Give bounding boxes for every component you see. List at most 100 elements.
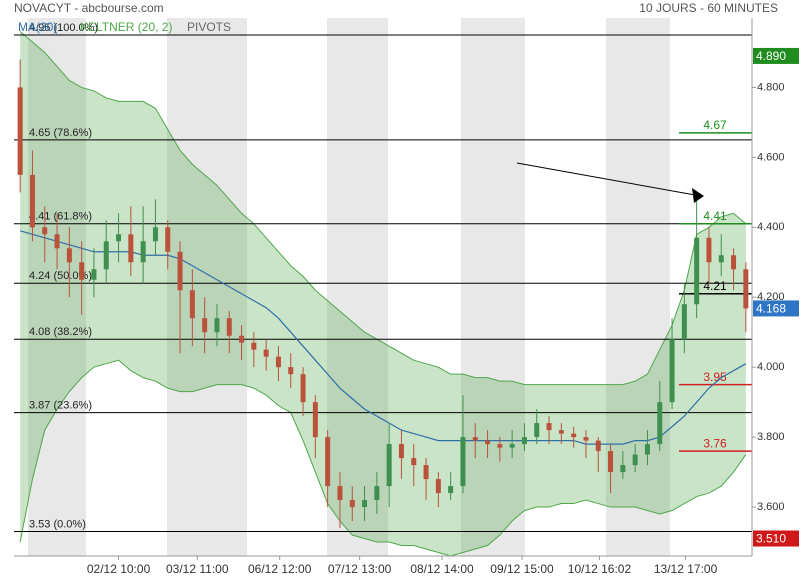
candle-body: [558, 430, 564, 434]
x-tick-label: 13/12 17:00: [654, 562, 718, 576]
candle-body: [177, 251, 183, 291]
candle-body: [497, 444, 503, 448]
candle-body: [681, 304, 687, 340]
candle-body: [17, 87, 23, 175]
x-tick-label: 03/12 11:00: [166, 562, 229, 576]
candle-body: [411, 458, 417, 466]
candle-body: [362, 500, 368, 508]
y-tick-label: 3.600: [757, 501, 785, 513]
candle-body: [509, 444, 515, 448]
fib-label: 3.87 (23.6%): [29, 400, 92, 412]
pivot-label: 3.95: [703, 370, 727, 384]
candle-body: [620, 465, 626, 473]
candle-body: [435, 479, 441, 494]
day-band: [327, 18, 388, 556]
candle-body: [288, 367, 294, 375]
pivot-label: 3.76: [703, 436, 727, 450]
candle-body: [534, 423, 540, 438]
candle-body: [337, 486, 343, 501]
y-tick-label: 4.400: [757, 221, 785, 233]
keltner-lower: [19, 359, 747, 557]
candle-body: [42, 227, 48, 235]
candle-body: [521, 437, 527, 445]
candle-body: [140, 241, 146, 263]
fib-label: 3.53 (0.0%): [29, 518, 86, 530]
candle-body: [731, 255, 737, 270]
y-tick-label: 4.200: [757, 291, 785, 303]
candle-body: [595, 440, 601, 452]
candle-body: [29, 174, 35, 228]
x-tick-label: 10/12 16:02: [568, 562, 632, 576]
candle-body: [718, 255, 724, 263]
pivot-label: 4.67: [703, 118, 727, 132]
candle-body: [103, 241, 109, 270]
candle-body: [202, 318, 208, 333]
candle-body: [546, 423, 552, 431]
candle-body: [325, 437, 331, 487]
candle-body: [189, 290, 195, 319]
candle-body: [349, 500, 355, 508]
candle-body: [251, 342, 257, 350]
day-band: [461, 18, 525, 556]
price-label-box: [753, 530, 799, 547]
candle-body: [743, 269, 749, 309]
keltner-fill: [20, 31, 746, 557]
fib-label: 4.08 (38.2%): [29, 326, 92, 338]
price-label-box: [753, 300, 799, 317]
candle-body: [583, 437, 589, 441]
y-tick-label: 4.600: [757, 151, 785, 163]
y-tick-label: 4.000: [757, 361, 785, 373]
candle-body: [571, 433, 577, 438]
fib-label: 4.24 (50.0%): [29, 270, 92, 282]
candle-body: [706, 237, 712, 263]
annotation-arrow: [516, 162, 696, 196]
legend-ma: MA(30): [18, 20, 57, 34]
candle-body: [669, 339, 675, 403]
chart-subtitle: 10 JOURS - 60 MINUTES: [639, 1, 778, 15]
day-shading: [28, 18, 670, 556]
y-tick-label: 4.800: [757, 81, 785, 93]
price-label: 4.168: [756, 302, 786, 316]
candle-body: [165, 227, 171, 252]
keltner-upper: [19, 31, 747, 386]
y-tick-label: 3.800: [757, 431, 785, 443]
x-tick-label: 08/12 14:00: [410, 562, 474, 576]
price-label: 4.890: [756, 49, 786, 63]
candle-body: [79, 262, 85, 280]
pivot-label: 4.41: [703, 209, 727, 223]
candle-body: [632, 454, 638, 466]
candles-layer: [17, 59, 749, 529]
pivot-label: 4.21: [703, 279, 727, 293]
candle-body: [694, 237, 700, 305]
x-tick-label: 02/12 10:00: [87, 562, 151, 576]
candle-body: [386, 444, 392, 487]
candle-body: [226, 318, 232, 336]
candle-body: [657, 402, 663, 445]
candle-body: [91, 269, 97, 280]
candle-body: [54, 234, 60, 249]
candle-body: [312, 402, 318, 438]
price-label-box: [753, 47, 799, 64]
legend-pivots: PIVOTS: [187, 20, 231, 34]
day-band: [28, 18, 86, 556]
fib-label: 4.65 (78.6%): [29, 127, 92, 139]
x-tick-label: 07/12 13:00: [328, 562, 392, 576]
x-tick-label: 09/12 15:00: [490, 562, 554, 576]
candle-body: [644, 444, 650, 455]
candle-body: [66, 248, 72, 263]
legend-keltner: KELTNER (20, 2): [80, 20, 172, 34]
lines-layer: 4.95 (100.0%) 4.65 (78.6%) 4.41 (61.8%) 4.2…: [14, 22, 752, 533]
candle-body: [263, 349, 269, 357]
fib-label: 4.41 (61.8%): [29, 211, 92, 223]
candle-body: [152, 227, 158, 242]
arrow-head: [692, 188, 704, 203]
candle-body: [300, 374, 306, 403]
candle-body: [485, 440, 491, 445]
day-band: [606, 18, 670, 556]
candle-body: [472, 437, 478, 441]
candle-body: [460, 437, 466, 487]
x-tick-label: 06/12 12:00: [248, 562, 312, 576]
candle-body: [116, 234, 122, 242]
chart-title: NOVACYT - abcbourse.com: [14, 1, 164, 15]
candle-body: [374, 486, 380, 501]
